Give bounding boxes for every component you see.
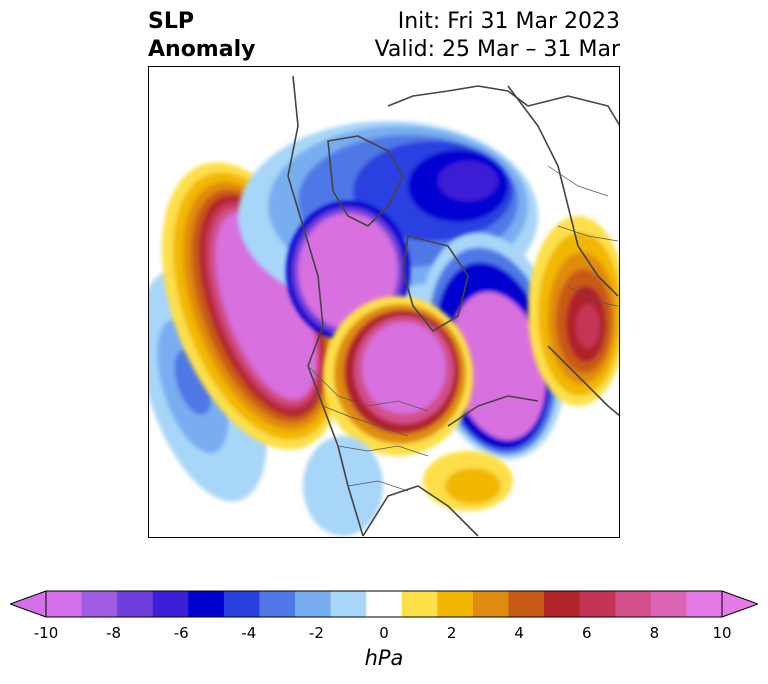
negative-anomaly-arctic xyxy=(238,121,538,311)
colorbar-segment xyxy=(579,591,616,617)
positive-anomaly-central xyxy=(323,296,473,456)
colorbar-tick-label: 8 xyxy=(649,624,660,642)
colorbar-tick-label: -6 xyxy=(173,624,189,642)
valid-range: Valid: 25 Mar – 31 Mar xyxy=(374,37,620,62)
colorbar-segment xyxy=(472,591,510,617)
colorbar-segment xyxy=(330,591,367,617)
colorbar-tick-label: -4 xyxy=(241,624,257,642)
colorbar-segment xyxy=(117,591,154,617)
colorbar-segment xyxy=(437,591,474,617)
anomaly-map xyxy=(148,66,620,538)
colorbar-tick-label: 4 xyxy=(514,624,524,642)
title-right: Init: Fri 31 Mar 2023 Valid: 25 Mar – 31… xyxy=(375,8,620,64)
colorbar-label: hPa xyxy=(364,646,404,670)
colorbar-segment xyxy=(615,591,652,617)
colorbar-segment xyxy=(46,591,83,617)
country-borders xyxy=(307,165,619,492)
colorbar-segments xyxy=(46,591,723,617)
colorbar-tick-label: -8 xyxy=(106,624,122,642)
colorbar-segment xyxy=(188,591,225,617)
colorbar-segment xyxy=(650,591,687,617)
colorbar-segment xyxy=(508,591,545,617)
colorbar-segment xyxy=(295,591,332,617)
title-variable: SLP xyxy=(148,9,194,34)
positive-anomaly-south xyxy=(423,451,513,511)
coastlines xyxy=(287,75,620,537)
title-left: SLP Anomaly xyxy=(148,8,255,64)
colorbar-frame xyxy=(45,590,723,618)
colorbar-tick-label: -10 xyxy=(33,624,59,642)
colorbar-segment xyxy=(152,591,189,617)
colorbar-tick-label: 2 xyxy=(446,624,457,642)
colorbar-segment xyxy=(366,591,403,617)
colorbar-tick-label: 0 xyxy=(379,624,389,642)
map-frame xyxy=(148,66,620,538)
colorbar-extend-under xyxy=(10,590,47,618)
colorbar-segment xyxy=(81,591,118,617)
colorbar-segment xyxy=(223,591,260,617)
colorbar-tick-label: -2 xyxy=(308,624,324,642)
colorbar-extend-over xyxy=(721,590,758,618)
title-variable-type: Anomaly xyxy=(148,37,256,62)
colorbar-segment xyxy=(686,591,723,617)
colorbar-ticks: -10 -8 -6 -4 -2 0 2 4 6 8 10 xyxy=(0,624,768,644)
colorbar-tick-label: 6 xyxy=(582,624,592,642)
colorbar-segment xyxy=(401,591,438,617)
colorbar-segment xyxy=(259,591,296,617)
colorbar xyxy=(10,590,758,618)
colorbar-tick-label: 10 xyxy=(712,624,732,642)
init-date: Init: Fri 31 Mar 2023 xyxy=(397,9,620,34)
positive-anomaly-east xyxy=(528,216,620,406)
negative-anomaly-south xyxy=(303,436,383,536)
colorbar-segment xyxy=(544,591,581,617)
